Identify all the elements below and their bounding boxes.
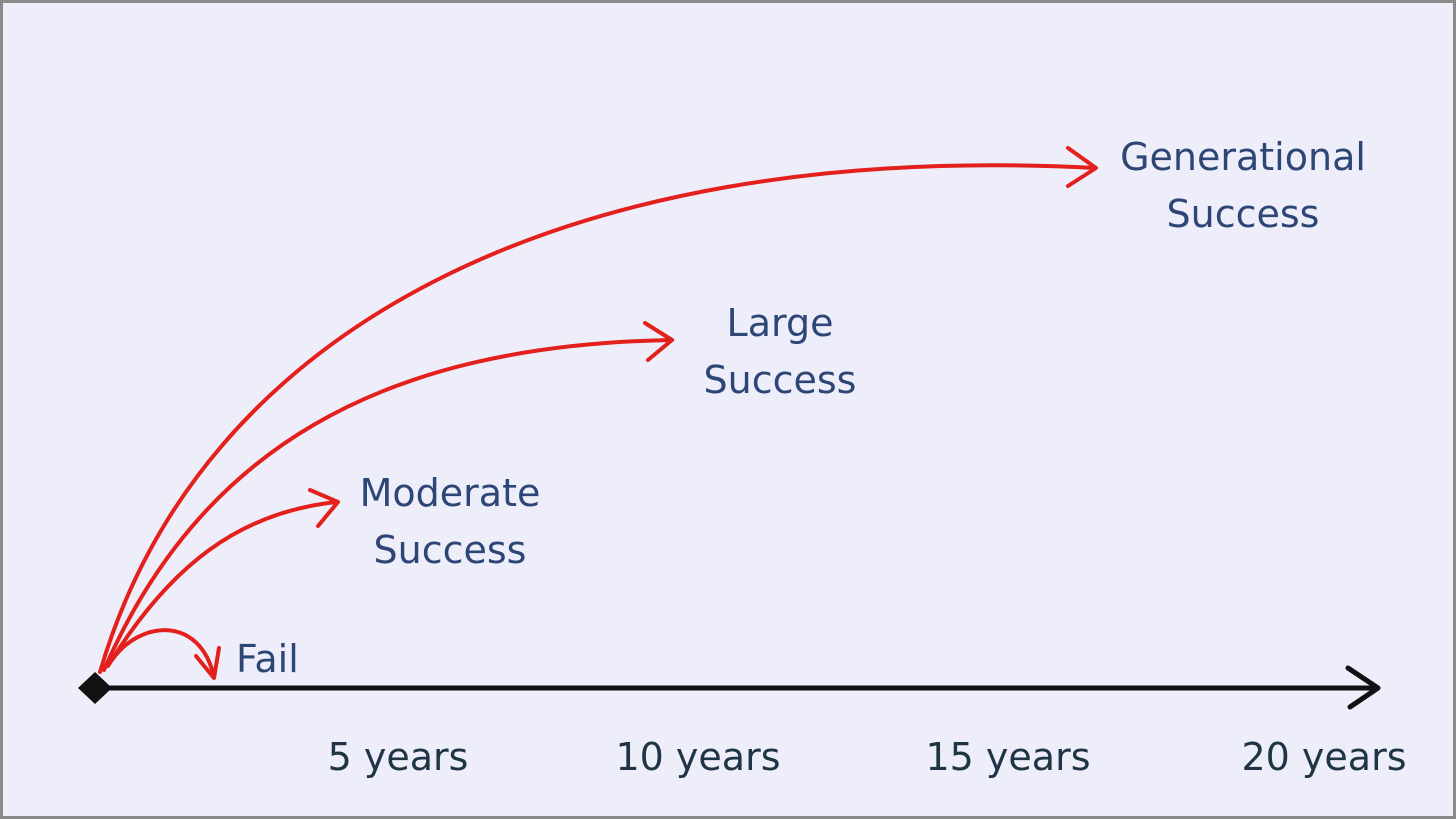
moderate-arrowhead — [308, 488, 340, 528]
moderate-arc — [106, 500, 339, 668]
generational-arc — [98, 163, 1097, 674]
generational-arrowhead — [1066, 146, 1098, 188]
timeline-label: 15 years — [925, 735, 1090, 779]
outcome-label: Generational — [1120, 135, 1366, 179]
large-arc — [102, 338, 674, 672]
outcome-label: Moderate — [360, 471, 541, 515]
fail-arc — [110, 628, 216, 679]
axis-arrowhead — [1345, 665, 1381, 710]
outcome-label: Fail — [236, 637, 299, 681]
outcome-label: Success — [374, 528, 527, 572]
outcome-label: Success — [1167, 192, 1320, 236]
fail-arrowhead — [194, 646, 221, 680]
outcome-label: Large — [727, 301, 834, 345]
large-arrowhead — [643, 321, 674, 362]
start-point — [78, 672, 112, 704]
timeline-label: 5 years — [328, 735, 469, 779]
timeline-label: 20 years — [1241, 735, 1406, 779]
timeline-label: 10 years — [615, 735, 780, 779]
outcome-label: Success — [704, 358, 857, 402]
